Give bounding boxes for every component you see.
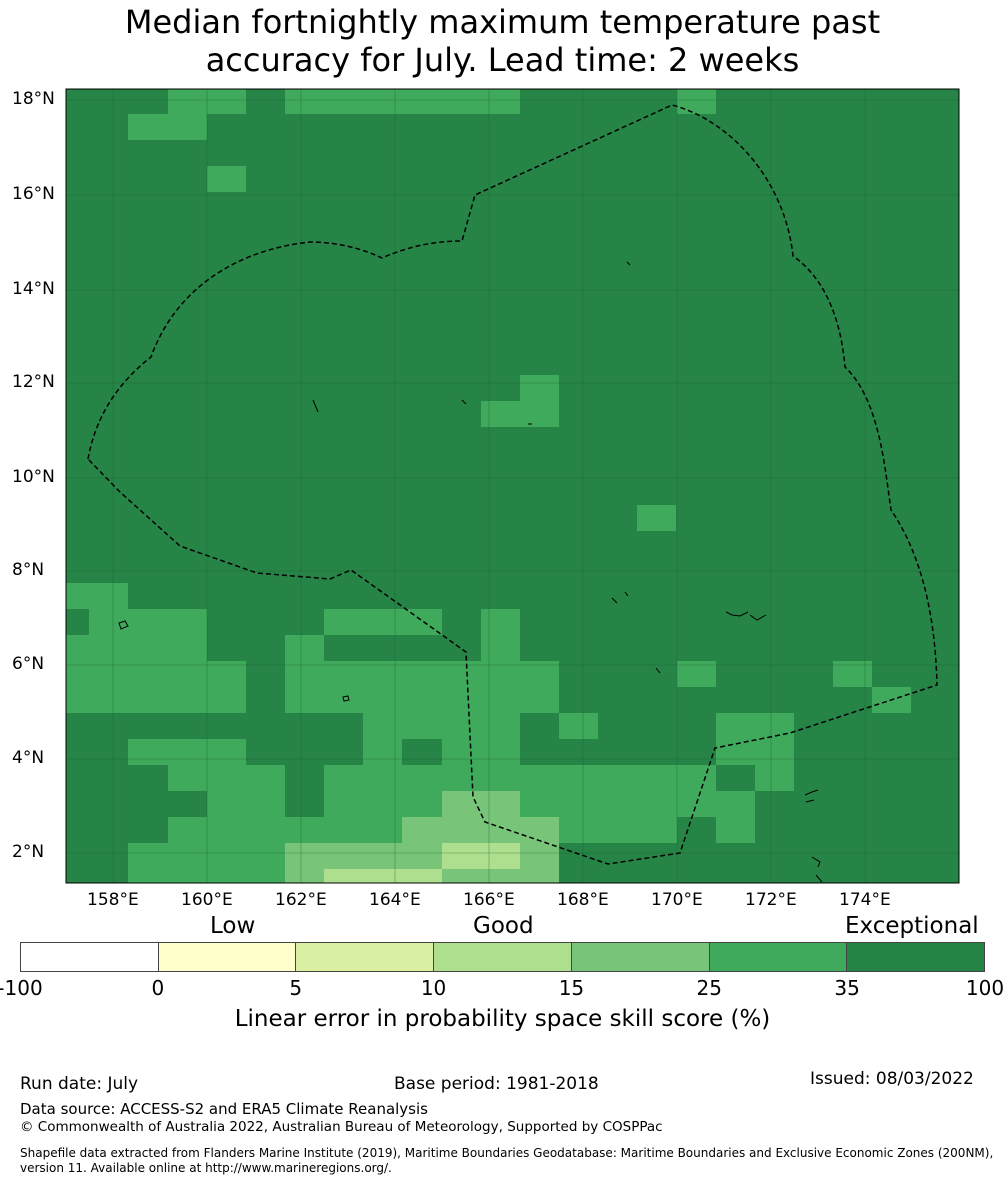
colorbar-segment	[709, 943, 848, 971]
skill-cell	[128, 114, 207, 140]
colorbar-segment	[571, 943, 710, 971]
colorbar-segment	[434, 943, 572, 971]
skill-cell	[89, 609, 207, 661]
lon-tick-label: 168°E	[557, 890, 609, 910]
skill-cell	[66, 635, 89, 661]
lon-tick-label: 170°E	[651, 890, 703, 910]
colorbar-tick-label: -100	[0, 976, 43, 1000]
skill-cell	[363, 739, 402, 765]
colorbar-tick-label: 15	[558, 976, 585, 1000]
lat-tick-label: 2°N	[12, 842, 45, 862]
skill-cell	[128, 739, 246, 765]
colorbar-label-low: Low	[210, 913, 256, 939]
shapefile-credit: Shapefile data extracted from Flanders M…	[20, 1146, 994, 1175]
island-outline	[611, 591, 661, 674]
colorbar-xlabel: Linear error in probability space skill …	[234, 1006, 771, 1032]
lon-tick-label: 174°E	[839, 890, 891, 910]
skill-cell	[442, 791, 520, 817]
skill-cell	[363, 713, 520, 739]
skill-cell	[677, 89, 716, 114]
skill-cell	[442, 869, 520, 883]
island-outline	[811, 856, 823, 883]
lat-tick-label: 10°N	[12, 467, 55, 487]
island-outline	[342, 695, 350, 702]
skill-cell	[285, 661, 559, 713]
colorbar	[20, 942, 985, 972]
skill-cell	[285, 869, 324, 883]
skill-cell	[559, 713, 598, 739]
lon-tick-label: 158°E	[87, 890, 139, 910]
lon-tick-label: 166°E	[463, 890, 515, 910]
skill-cell	[559, 817, 677, 843]
island-outline	[118, 620, 129, 630]
skill-cell	[128, 843, 285, 883]
island-outline	[312, 261, 631, 425]
colorbar-tick-label: 100	[965, 976, 1005, 1000]
lat-tick-label: 4°N	[12, 748, 45, 768]
skill-cell	[66, 661, 246, 713]
colorbar-tick-label: 25	[696, 976, 723, 1000]
skill-cell	[285, 89, 520, 114]
skill-cell	[520, 375, 559, 401]
data-source: Data source: ACCESS-S2 and ERA5 Climate …	[20, 1100, 428, 1118]
issued-date: Issued: 08/03/2022	[810, 1069, 974, 1089]
colorbar-tick-label: 35	[834, 976, 860, 1000]
lon-tick-label: 162°E	[275, 890, 327, 910]
skill-cell	[520, 843, 559, 883]
base-period: Base period: 1981-2018	[394, 1074, 599, 1094]
lat-tick-label: 18°N	[12, 89, 55, 109]
lon-tick-label: 172°E	[745, 890, 797, 910]
skill-cell	[324, 765, 716, 791]
lat-tick-label: 14°N	[12, 279, 55, 299]
skill-cell	[168, 817, 402, 843]
skill-cell	[207, 166, 246, 192]
skill-cell	[833, 661, 872, 687]
lat-tick-label: 6°N	[12, 654, 45, 674]
lat-tick-label: 8°N	[12, 560, 45, 580]
skill-cell	[402, 817, 520, 843]
colorbar-tick-label: 10	[420, 976, 447, 1000]
skill-cell	[716, 791, 755, 843]
skill-cell	[481, 609, 520, 661]
skill-cell	[285, 635, 324, 661]
skill-cell	[168, 765, 285, 791]
skill-cell	[755, 765, 794, 791]
skill-cell	[677, 661, 716, 687]
colorbar-segment	[847, 943, 985, 971]
skill-cell	[442, 739, 520, 765]
skill-cell	[66, 583, 128, 609]
lat-tick-label: 16°N	[12, 184, 55, 204]
colorbar-label-exceptional: Exceptional	[845, 913, 979, 939]
colorbar-segment	[21, 943, 159, 971]
skill-cell	[324, 791, 442, 817]
map-title-line1: Median fortnightly maximum temperature p…	[124, 3, 881, 41]
skill-cell	[637, 505, 676, 531]
skill-cell	[285, 843, 442, 869]
island-outline	[804, 789, 819, 803]
colorbar-tick-label: 5	[289, 976, 303, 1000]
run-date: Run date: July	[20, 1074, 139, 1094]
colorbar-tick-label: 0	[151, 976, 165, 1000]
copyright: © Commonwealth of Australia 2022, Austra…	[20, 1119, 663, 1135]
skill-cell	[520, 817, 559, 843]
skill-cell	[324, 609, 442, 635]
colorbar-label-good: Good	[473, 913, 534, 939]
skill-cell	[207, 791, 285, 817]
skill-cell	[324, 869, 442, 883]
skill-cell	[716, 713, 794, 765]
colorbar-segment	[158, 943, 297, 971]
skill-map	[65, 88, 960, 884]
lon-tick-label: 164°E	[369, 890, 421, 910]
map-title-line2: accuracy for July. Lead time: 2 weeks	[205, 41, 800, 79]
skill-cell	[481, 401, 559, 427]
lat-tick-label: 12°N	[12, 372, 55, 392]
skill-cell	[520, 791, 716, 817]
lon-tick-label: 160°E	[181, 890, 233, 910]
island-outline	[725, 611, 767, 621]
skill-cell	[442, 843, 520, 869]
colorbar-segment	[296, 943, 435, 971]
